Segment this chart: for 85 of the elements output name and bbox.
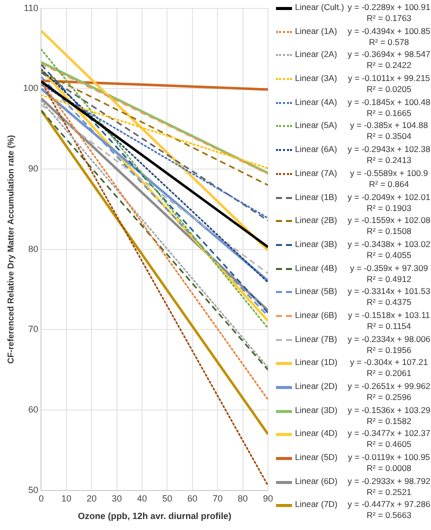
x-tick-label: 10 (61, 493, 72, 504)
text: R² = 0.5663 (366, 510, 412, 522)
x-tick-label: 90 (262, 493, 273, 504)
x-tick-label: 60 (187, 493, 198, 504)
text: y = -0.3477x + 102.37 (347, 428, 431, 440)
legend-label: Linear (3B) (295, 238, 338, 250)
y-tick-label: 110 (24, 2, 38, 13)
text: R² = 0.0205 (366, 84, 412, 96)
text: y = -0.3438x + 103.02 (347, 238, 431, 250)
text: R² = 0.578 (368, 36, 410, 48)
legend-label: Linear (2B) (295, 215, 338, 226)
text: y = -0.5589x + 100.9 (349, 168, 429, 179)
x-tick-label: 70 (212, 493, 223, 504)
text: y = -0.385x + 104.88 (349, 120, 429, 132)
x-tick-label: 20 (86, 493, 97, 504)
text: y = -0.4477x + 97.286 (347, 499, 431, 510)
text: R² = 0.2422 (366, 60, 412, 72)
legend-label: Linear (4B) (295, 262, 338, 274)
legend-label: Linear (3A) (295, 73, 338, 84)
legend-label: Linear (5A) (295, 120, 338, 132)
text: y = -0.304x + 107.21 (349, 357, 429, 368)
text: R² = 0.2521 (366, 486, 412, 498)
text: R² = 0.2413 (366, 155, 412, 166)
text: R² = 0.1154 (366, 320, 412, 332)
text: R² = 0.864 (368, 178, 410, 190)
text: y = -0.359x + 97.309 (349, 262, 429, 274)
text: R² = 0.3504 (366, 131, 412, 142)
y-tick-label: 80 (28, 244, 38, 254)
y-tick-label: 70 (28, 324, 38, 334)
legend-label: Linear (5D) (295, 452, 339, 464)
text: y = -0.1536x + 103.29 (347, 404, 431, 416)
x-tick-label: 80 (238, 493, 248, 504)
text: y = -0.2651x + 99.962 (347, 381, 431, 392)
text: R² = 0.0008 (366, 463, 412, 474)
legend-label: Linear (4D) (295, 428, 339, 440)
x-tick-label: 0 (38, 493, 44, 504)
text: R² = 0.1508 (366, 226, 412, 238)
text: R² = 0.1956 (366, 344, 412, 356)
legend-label: Linear (2A) (295, 49, 338, 60)
text: y = -0.2334x + 98.006 (347, 334, 431, 345)
legend-label: Linear (Cult.) (295, 2, 346, 13)
legend-label: Linear (2D) (295, 381, 339, 392)
text: R² = 0.1582 (366, 416, 412, 427)
text: y = -0.2933x + 98.792 (347, 476, 431, 487)
text: y = -0.2943x + 102.38 (347, 144, 431, 156)
legend-label: Linear (6B) (295, 310, 338, 321)
text: y = -0.2289x + 100.91 (347, 2, 431, 13)
text: R² = 0.1763 (366, 13, 412, 24)
text: R² = 0.2596 (366, 392, 412, 403)
legend-label: Linear (7B) (295, 334, 338, 345)
x-tick-label: 50 (162, 493, 172, 504)
legend-label: Linear (4A) (295, 96, 338, 108)
text: y = -0.1559x + 102.08 (347, 215, 431, 226)
text: R² = 0.4055 (366, 250, 412, 261)
text: y = -0.4394x + 100.85 (347, 26, 431, 37)
text: R² = 0.1665 (366, 108, 412, 119)
legend-label: Linear (5B) (295, 286, 338, 298)
text: R² = 0.2061 (366, 368, 412, 380)
legend-label: Linear (1A) (295, 26, 338, 37)
legend-label: Linear (1D) (295, 357, 339, 368)
text: R² = 0.1903 (366, 202, 412, 214)
text: R² = 0.4605 (366, 439, 412, 450)
y-tick-label: 60 (28, 404, 38, 415)
text: R² = 0.4912 (366, 274, 412, 285)
text: y = -0.1845x + 100.48 (347, 96, 431, 108)
legend-label: Linear (3D) (295, 404, 339, 416)
text: y = -0.2049x + 102.01 (347, 192, 431, 202)
y-tick-label: 100 (23, 83, 38, 94)
text: R² = 0.4375 (366, 297, 412, 308)
legend-label: Linear (1B) (295, 192, 338, 202)
y-tick-label: 50 (28, 484, 38, 495)
text: y = -0.1518x + 103.11 (347, 310, 431, 321)
legend-label: Linear (7D) (295, 499, 339, 510)
text: y = -0.3314x + 101.53 (347, 286, 431, 298)
y-tick-label: 90 (28, 164, 38, 174)
y-axis-title: CF-referenced Relative Dry Matter Accumulation rate (%) (5, 134, 16, 364)
legend-label: Linear (7A) (295, 168, 338, 179)
text: y = -0.0119x + 100.95 (347, 452, 431, 464)
x-axis-title: Ozone (ppb, 12h avr. diurnal profile) (78, 511, 232, 522)
legend-label: Linear (6D) (295, 476, 339, 487)
x-tick-label: 40 (137, 493, 148, 504)
text: y = -0.3694x + 98.547 (347, 49, 431, 60)
legend-label: Linear (6A) (295, 144, 338, 156)
text: y = -0.1011x + 99.215 (347, 73, 431, 84)
x-tick-label: 30 (112, 493, 122, 504)
